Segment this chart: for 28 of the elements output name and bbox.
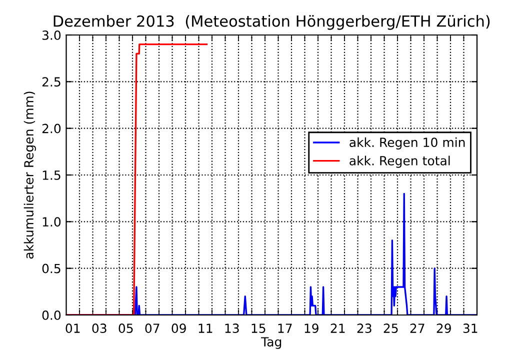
legend-label: akk. Regen total — [350, 156, 450, 168]
y-tick-label: 3.0 — [42, 30, 61, 40]
x-tick-label: 03 — [92, 324, 106, 334]
y-tick-label: 1.5 — [42, 170, 60, 180]
x-tick-label: 19 — [304, 324, 318, 334]
x-tick-label: 01 — [66, 324, 80, 334]
x-tick-label: 23 — [357, 324, 372, 334]
x-tick-label: 31 — [463, 324, 478, 334]
x-tick-label: 09 — [172, 324, 186, 334]
x-tick-label: 25 — [384, 324, 398, 334]
x-tick-label: 21 — [330, 324, 345, 333]
y-tick-label: 0.0 — [42, 310, 61, 320]
y-tick-label: 2.0 — [42, 124, 61, 134]
x-tick-label: 15 — [252, 324, 266, 334]
x-tick-label: 27 — [410, 324, 424, 333]
x-tick-label: 07 — [145, 324, 160, 334]
y-tick-label: 1.0 — [42, 217, 61, 227]
x-tick-label: 17 — [278, 324, 292, 333]
y-tick-label: 2.5 — [42, 77, 60, 87]
x-tick-label: 29 — [436, 324, 451, 334]
x-tick-label: 11 — [198, 324, 212, 333]
y-axis-title: akkumulierter Regen (mm) — [24, 92, 36, 259]
chart-title: Dezember 2013 (Meteostation Hönggerberg/ETH Zürich) — [54, 15, 490, 30]
legend-label: akk. Regen 10 min — [350, 137, 465, 150]
x-axis-title: Tag — [261, 337, 282, 349]
x-tick-label: 13 — [225, 324, 239, 334]
y-tick-label: 0.5 — [42, 264, 60, 274]
x-tick-label: 05 — [118, 324, 133, 334]
